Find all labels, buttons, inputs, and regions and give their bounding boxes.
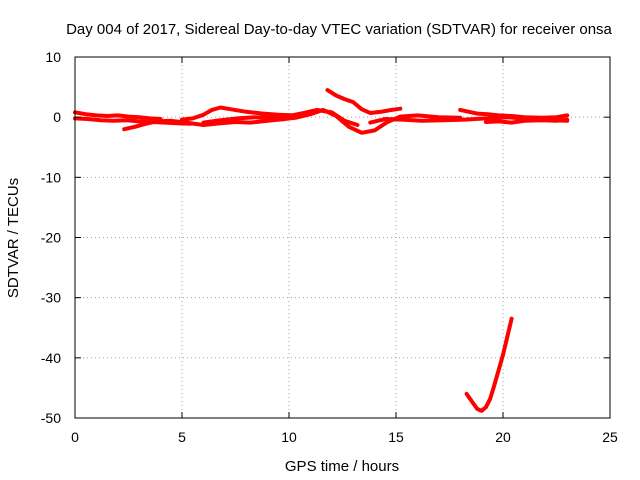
x-axis-label: GPS time / hours (285, 458, 399, 475)
series-layer (73, 88, 570, 413)
axis-ticks: 0 5 10 15 20 25 -50 -40 -30 -20 -10 0 10 (41, 49, 618, 445)
series-arc-1 (73, 110, 163, 121)
series-arc-2 (73, 116, 193, 126)
x-tick-label: 0 (71, 429, 79, 445)
y-tick-label: -40 (41, 350, 61, 366)
series-arc-10 (483, 117, 570, 125)
y-tick-label: -20 (41, 230, 61, 246)
x-tick-label: 20 (495, 429, 511, 445)
y-tick-label: -10 (41, 169, 61, 185)
series-arc-6 (276, 107, 463, 135)
series-arc-11 (464, 316, 514, 413)
series-arc-3 (122, 114, 302, 132)
x-tick-label: 10 (281, 429, 297, 445)
y-tick-label: 0 (53, 109, 61, 125)
grid (75, 57, 610, 418)
series-arc-7 (325, 88, 403, 115)
y-axis-label: SDTVAR / TECUs (5, 178, 22, 298)
y-tick-label: -30 (41, 290, 61, 306)
x-tick-label: 5 (178, 429, 186, 445)
y-tick-label: -50 (41, 410, 61, 426)
y-tick-label: 10 (45, 49, 61, 65)
x-tick-label: 15 (388, 429, 404, 445)
x-tick-label: 25 (602, 429, 618, 445)
chart-title: Day 004 of 2017, Sidereal Day-to-day VTE… (66, 21, 612, 38)
series-arc-9 (458, 107, 570, 120)
